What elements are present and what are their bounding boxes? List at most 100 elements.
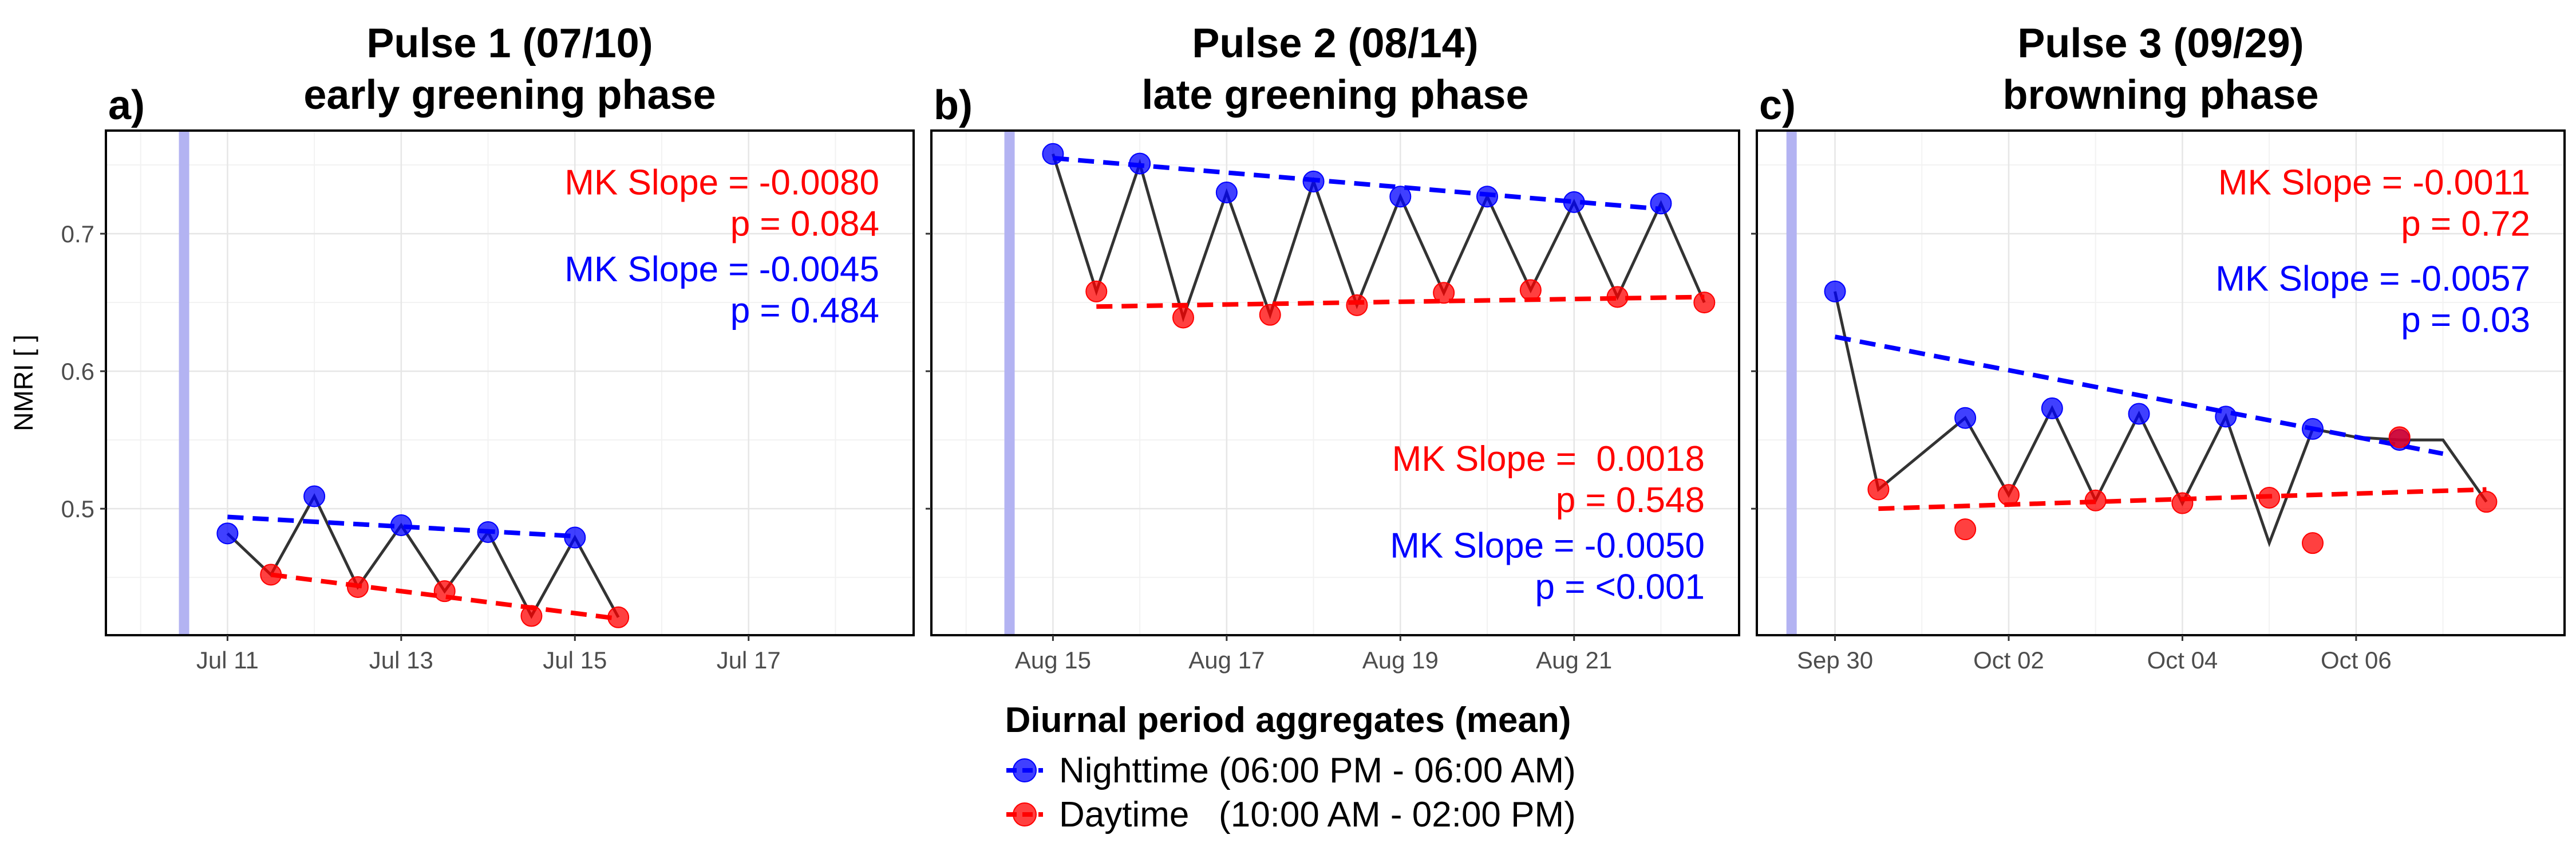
legend-label: Nighttime (06:00 PM - 06:00 AM) xyxy=(1059,751,1576,790)
point-day xyxy=(520,605,543,627)
plot-area xyxy=(931,131,1739,635)
point-day xyxy=(2258,486,2281,509)
point-day xyxy=(2388,426,2411,448)
panel-letter: a) xyxy=(108,82,145,128)
mk-slope-label: MK Slope = -0.0050 xyxy=(1390,526,1705,565)
point-day xyxy=(2171,492,2194,514)
point-day xyxy=(1172,306,1194,329)
point-day xyxy=(2302,532,2324,554)
x-tick-label: Jul 11 xyxy=(196,647,259,674)
y-tick-label: 0.6 xyxy=(61,358,94,385)
y-axis-label: NMRI [ ] xyxy=(9,334,38,431)
legend-title: Diurnal period aggregates (mean) xyxy=(1005,700,1571,740)
trend-line-day xyxy=(1096,294,1705,309)
mk-slope-label: MK Slope = 0.0018 xyxy=(1392,439,1705,479)
point-day xyxy=(607,606,630,628)
point-day xyxy=(346,576,369,598)
x-tick-label: Oct 06 xyxy=(2321,647,2392,674)
point-night xyxy=(1650,192,1672,215)
p-value-label: p = 0.548 xyxy=(1556,481,1705,520)
point-night xyxy=(1476,186,1499,208)
point-night xyxy=(303,485,326,507)
x-tick-label: Aug 15 xyxy=(1015,647,1091,674)
panel-border xyxy=(1756,129,2566,636)
panel-2: Aug 15 Aug 17 Aug 19 Aug 21 Pulse 2 (08/14) l… xyxy=(926,21,1740,674)
point-night xyxy=(1215,182,1238,204)
panel-title: Pulse 2 (08/14) xyxy=(1192,21,1478,66)
x-tick-label: Aug 19 xyxy=(1362,647,1439,674)
legend-key-point xyxy=(1013,758,1037,782)
legend: Diurnal period aggregates (mean) Nighttim… xyxy=(1005,700,1576,835)
x-tick-label: Aug 21 xyxy=(1536,647,1612,674)
panel-border xyxy=(930,129,1740,636)
trend-line-night xyxy=(1053,156,1661,211)
y-tick-label: 0.5 xyxy=(61,495,94,522)
p-value-label: p = 0.084 xyxy=(730,204,879,244)
trend-line-night xyxy=(227,514,575,539)
mk-slope-label: MK Slope = -0.0011 xyxy=(2218,163,2530,203)
trend-line-night xyxy=(1834,334,2444,456)
point-day xyxy=(2475,491,2498,513)
point-night xyxy=(2302,418,2324,440)
x-tick-label: Jul 13 xyxy=(369,647,433,674)
point-day xyxy=(1606,286,1629,308)
legend-item-night: Nighttime (06:00 PM - 06:00 AM) xyxy=(1006,751,1576,790)
point-night xyxy=(2041,397,2063,419)
point-night xyxy=(1302,170,1325,192)
y-tick-label: 0.7 xyxy=(61,221,94,247)
panel-subtitle: late greening phase xyxy=(1141,72,1528,118)
x-tick-label: Oct 04 xyxy=(2147,647,2218,674)
panel-3: Sep 30 Oct 02 Oct 04 Oct 06 Pulse 3 (09/29) b… xyxy=(1751,21,2566,674)
point-night xyxy=(2215,406,2237,428)
panel-title: Pulse 1 (07/10) xyxy=(366,21,653,66)
connector-line xyxy=(226,493,620,619)
x-tick-label: Jul 17 xyxy=(717,647,781,674)
point-day xyxy=(1997,484,2020,506)
point-night xyxy=(1824,280,1846,302)
panel-subtitle: browning phase xyxy=(2002,72,2318,118)
point-night xyxy=(2128,403,2150,425)
x-tick-label: Jul 15 xyxy=(543,647,607,674)
point-day xyxy=(1867,478,1890,501)
point-night xyxy=(1563,191,1585,213)
p-value-label: p = 0.03 xyxy=(2401,301,2530,340)
panel-subtitle: early greening phase xyxy=(303,72,716,118)
panel-border xyxy=(105,129,915,636)
point-night xyxy=(1954,407,1977,429)
panel-1: 0.5 0.6 0.7 Jul 11 Jul 13 Jul 15 Jul 17 Pulse 1… xyxy=(61,21,915,674)
point-day xyxy=(1519,279,1542,301)
p-value-label: p = <0.001 xyxy=(1535,567,1705,607)
point-night xyxy=(1389,186,1412,208)
point-night xyxy=(1129,152,1151,175)
point-day xyxy=(433,580,456,603)
point-day xyxy=(2084,489,2107,511)
point-day xyxy=(1259,304,1281,326)
trend-line-day xyxy=(270,572,619,621)
mk-slope-label: MK Slope = -0.0045 xyxy=(564,250,879,289)
mk-slope-label: MK Slope = -0.0080 xyxy=(564,163,879,203)
legend-key-point xyxy=(1013,802,1037,826)
point-night xyxy=(216,522,239,545)
plot-area xyxy=(1757,131,2565,635)
p-value-label: p = 0.72 xyxy=(2401,204,2530,244)
p-value-label: p = 0.484 xyxy=(730,291,879,330)
x-tick-label: Oct 02 xyxy=(1973,647,2044,674)
point-night xyxy=(390,514,412,536)
point-day xyxy=(1693,292,1716,314)
panel-letter: c) xyxy=(1759,82,1796,128)
panel-letter: b) xyxy=(934,82,973,128)
point-day xyxy=(1346,294,1368,316)
point-day xyxy=(1433,282,1455,304)
x-tick-label: Aug 17 xyxy=(1188,647,1265,674)
connector-line xyxy=(1052,153,1706,322)
point-day xyxy=(1085,280,1108,302)
x-tick-label: Sep 30 xyxy=(1797,647,1873,674)
point-night xyxy=(1042,143,1064,165)
point-day xyxy=(1954,518,1977,541)
point-day xyxy=(260,564,282,586)
point-night xyxy=(477,521,499,543)
point-night xyxy=(564,526,586,549)
legend-label: Daytime (10:00 AM - 02:00 PM) xyxy=(1059,795,1576,835)
mk-slope-label: MK Slope = -0.0057 xyxy=(2215,259,2530,299)
